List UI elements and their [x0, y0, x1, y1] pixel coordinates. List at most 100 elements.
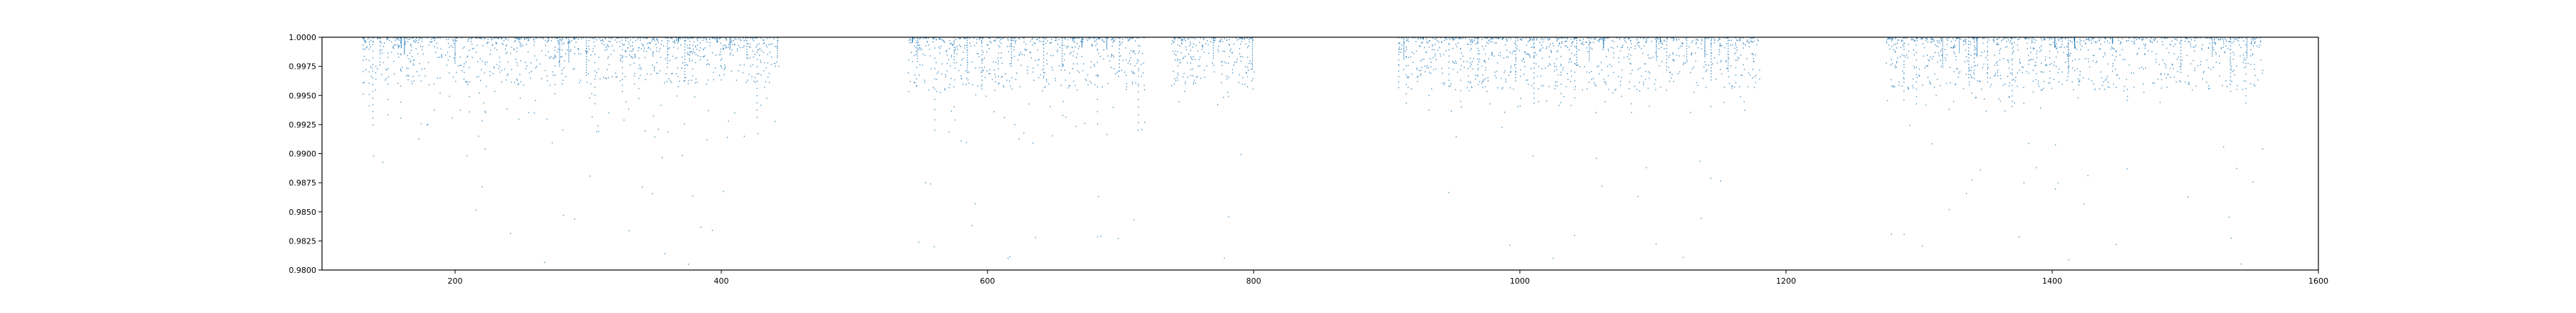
- data-point: [1132, 72, 1133, 74]
- data-point: [2104, 80, 2106, 81]
- data-point: [746, 39, 748, 42]
- data-point: [2053, 79, 2054, 80]
- data-point: [499, 71, 501, 73]
- data-point: [601, 42, 602, 44]
- data-point: [400, 68, 401, 70]
- data-point: [995, 39, 996, 41]
- data-point: [421, 49, 423, 50]
- data-point: [1999, 59, 2001, 61]
- data-point: [1060, 85, 1062, 87]
- data-point: [1413, 52, 1415, 54]
- data-point: [1903, 43, 1905, 44]
- data-point: [397, 82, 399, 85]
- data-point: [434, 38, 436, 39]
- data-point: [2059, 38, 2061, 40]
- data-point: [1423, 58, 1425, 60]
- data-point: [404, 43, 406, 44]
- data-point: [1171, 43, 1173, 44]
- data-point: [1071, 47, 1073, 48]
- data-point: [980, 85, 982, 87]
- data-point: [927, 37, 929, 39]
- data-point: [1052, 135, 1053, 137]
- data-point: [723, 74, 725, 76]
- data-point: [454, 44, 456, 47]
- data-point: [1517, 37, 1518, 39]
- data-point: [447, 52, 449, 53]
- data-point: [1890, 64, 1892, 66]
- data-point: [1541, 85, 1542, 87]
- data-point: [1958, 42, 1960, 44]
- data-point: [1975, 64, 1976, 67]
- data-point: [2107, 63, 2109, 65]
- data-point: [1936, 40, 1938, 42]
- data-point: [1916, 74, 1917, 75]
- data-point: [647, 43, 648, 44]
- data-point: [1425, 52, 1427, 53]
- data-point: [686, 64, 688, 65]
- data-point: [2195, 85, 2197, 87]
- data-point: [362, 37, 364, 39]
- data-point: [570, 49, 572, 51]
- data-point: [1896, 66, 1897, 68]
- data-point: [421, 38, 423, 39]
- data-point: [954, 79, 955, 81]
- data-point: [666, 80, 668, 82]
- data-point: [655, 72, 658, 74]
- data-point: [2033, 47, 2034, 49]
- data-point: [1177, 58, 1179, 60]
- data-point: [1043, 40, 1045, 42]
- data-point: [1740, 74, 1742, 76]
- data-point: [605, 47, 607, 48]
- data-point: [1228, 216, 1229, 218]
- data-point: [1903, 67, 1905, 68]
- data-point: [2180, 52, 2182, 54]
- data-point: [1958, 46, 1960, 48]
- data-point: [1606, 37, 1608, 39]
- data-point: [1700, 43, 1702, 44]
- data-point: [562, 80, 564, 81]
- data-point: [606, 69, 608, 71]
- data-point: [1101, 39, 1103, 41]
- data-point: [1582, 38, 1584, 40]
- data-point: [2230, 49, 2231, 50]
- data-point: [1431, 49, 1433, 51]
- y-tick-label: 0.9800: [289, 266, 317, 275]
- data-point: [1654, 83, 1656, 85]
- data-point: [2174, 38, 2175, 39]
- data-point: [2150, 41, 2152, 43]
- data-point: [562, 214, 565, 216]
- data-point: [1984, 37, 1986, 39]
- data-point: [1595, 37, 1596, 39]
- data-point: [982, 38, 983, 39]
- data-point: [1567, 47, 1568, 48]
- data-point: [511, 69, 512, 70]
- data-point: [777, 40, 779, 42]
- data-point: [1548, 39, 1550, 40]
- data-point: [2185, 37, 2187, 39]
- data-point: [505, 44, 507, 47]
- data-point: [436, 42, 438, 44]
- data-point: [2022, 67, 2024, 68]
- data-point: [763, 39, 765, 41]
- data-point: [1710, 105, 1712, 107]
- data-point: [366, 46, 368, 48]
- data-point: [2087, 58, 2089, 59]
- data-point: [2069, 40, 2072, 42]
- data-point: [2142, 38, 2145, 40]
- data-point: [953, 49, 955, 51]
- data-point: [1250, 68, 1252, 70]
- data-point: [2095, 42, 2097, 44]
- data-point: [630, 55, 632, 57]
- data-point: [667, 51, 668, 53]
- data-point: [2219, 55, 2220, 57]
- data-point: [2138, 47, 2140, 49]
- data-point: [622, 72, 623, 74]
- data-point: [2093, 83, 2094, 85]
- data-point: [1052, 69, 1053, 71]
- data-point: [1900, 56, 1901, 58]
- data-point: [454, 39, 456, 41]
- data-point: [526, 37, 527, 39]
- data-point: [684, 58, 686, 60]
- data-point: [1931, 58, 1933, 59]
- data-point: [2234, 38, 2235, 40]
